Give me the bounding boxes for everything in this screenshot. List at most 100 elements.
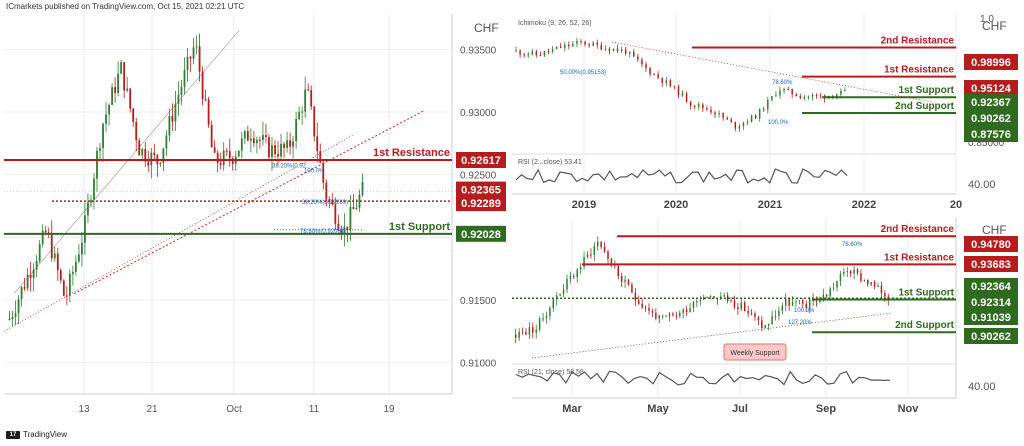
- candle-body: [298, 111, 301, 120]
- candle-body: [268, 136, 270, 158]
- price-box-support-box: [964, 94, 1018, 110]
- candle-body: [588, 44, 590, 46]
- candle-body: [849, 271, 852, 274]
- weekly-chart-pane[interactable]: 2019 2020 2021 2022 20 CHF Ichimoku (9, 26, 52…: [512, 14, 1020, 214]
- price-box-support-box: [456, 225, 506, 242]
- candle-body: [274, 145, 276, 155]
- candle-body: [846, 271, 849, 273]
- candle-body: [566, 278, 568, 290]
- candle-body: [655, 312, 657, 319]
- candle-body: [334, 204, 337, 224]
- candle-body: [685, 309, 688, 312]
- candle-body: [77, 254, 80, 262]
- candle-body: [669, 80, 672, 87]
- candle-body: [620, 49, 623, 52]
- candle-body: [870, 282, 872, 285]
- candle-body: [316, 136, 319, 152]
- price-box-support: 0.92314: [971, 297, 1012, 309]
- candle-body: [568, 44, 570, 47]
- candle-body: [569, 276, 572, 279]
- candle-body: [20, 287, 23, 300]
- candle-body: [653, 74, 655, 76]
- candle-body: [102, 123, 104, 149]
- candle-body: [714, 112, 716, 115]
- candle-body: [252, 138, 255, 144]
- candle-body: [56, 253, 59, 271]
- candle-body: [162, 148, 165, 163]
- level-label-support: 1st Support: [898, 85, 954, 96]
- candle-body: [843, 271, 845, 275]
- level-label-support: 2nd Support: [895, 101, 955, 112]
- candle-body: [884, 293, 886, 297]
- candle-body: [584, 41, 586, 45]
- fib-label: 78.60%(0.92061): [300, 229, 346, 235]
- candle-body: [737, 307, 739, 310]
- candle-body: [586, 254, 589, 258]
- price-box-support: 0.92028: [461, 229, 501, 241]
- candle-body: [645, 64, 647, 69]
- fib-label: 38.20%(0.92289): [302, 200, 348, 206]
- candle-body: [775, 95, 777, 97]
- footer: 17 TradingView: [6, 430, 67, 439]
- candle-body: [783, 88, 785, 91]
- daily-chart-pane[interactable]: Mar May Jul Sep Nov CHF 2nd Resistance 0.94780 1…: [512, 218, 1020, 426]
- candle-body: [722, 113, 724, 118]
- level-label-resistance: 1st Resistance: [884, 252, 954, 263]
- fib-label: 38.20%(0.92...: [272, 164, 311, 170]
- candle-body: [576, 269, 578, 278]
- x-tick-label: 2021: [758, 199, 782, 211]
- h4-chart-pane[interactable]: CHF 0.93500 0.93000 0.92500 0.91500 0.91000 13…: [3, 14, 508, 426]
- candle-body: [593, 246, 596, 255]
- price-box-resistance-box: [964, 256, 1018, 272]
- candle-body: [805, 303, 808, 308]
- candle-body: [538, 318, 541, 330]
- candle-body: [580, 41, 582, 43]
- candle-body: [322, 162, 325, 183]
- candle-body: [564, 44, 566, 48]
- candle-body: [706, 296, 708, 298]
- candle-body: [514, 334, 517, 338]
- candle-body: [361, 181, 364, 195]
- candle-body: [99, 148, 101, 151]
- candle-body: [781, 305, 784, 311]
- x-tick-label: Oct: [226, 404, 242, 415]
- candle-body: [699, 299, 702, 301]
- candle-body: [135, 121, 138, 141]
- extra-price-label-box: [964, 328, 1018, 344]
- candle-body: [668, 313, 671, 316]
- candle-body: [295, 119, 298, 142]
- candle-body: [860, 273, 862, 281]
- h4-chart: CHF 0.93500 0.93000 0.92500 0.91500 0.91000 13…: [3, 14, 506, 415]
- candle-body: [877, 285, 879, 287]
- fib-label: 100.0%: [768, 120, 789, 126]
- candle-body: [844, 89, 846, 91]
- candle-body: [141, 148, 144, 156]
- candle-body: [815, 301, 818, 303]
- x-tick-label: Sep: [816, 403, 836, 415]
- rsi-label: RSI (2...close) 53.41: [518, 159, 582, 166]
- x-tick-label: 11: [309, 404, 320, 415]
- candle-body: [726, 295, 729, 301]
- price-box-support-box: [964, 294, 1018, 310]
- candle-body: [84, 215, 86, 243]
- candle-body: [259, 139, 261, 141]
- candle-body: [168, 115, 171, 136]
- candle-body: [535, 51, 538, 56]
- candle-body: [706, 108, 708, 110]
- candle-body: [832, 287, 835, 289]
- y-tick-label: 0.93000: [460, 108, 497, 119]
- x-tick-label: Nov: [898, 403, 920, 415]
- candle-body: [726, 117, 728, 120]
- candle-body: [627, 279, 630, 285]
- candle-body: [815, 94, 818, 96]
- candle-body: [519, 50, 521, 55]
- candle-body: [528, 327, 531, 335]
- candle-body: [750, 115, 753, 122]
- footer-brand: TradingView: [23, 430, 68, 439]
- candle-body: [352, 207, 355, 210]
- candle-body: [358, 194, 361, 208]
- candle-body: [692, 302, 695, 308]
- candle-body: [213, 147, 216, 153]
- extra-price-label-box: [456, 195, 506, 212]
- candle-body: [277, 154, 279, 157]
